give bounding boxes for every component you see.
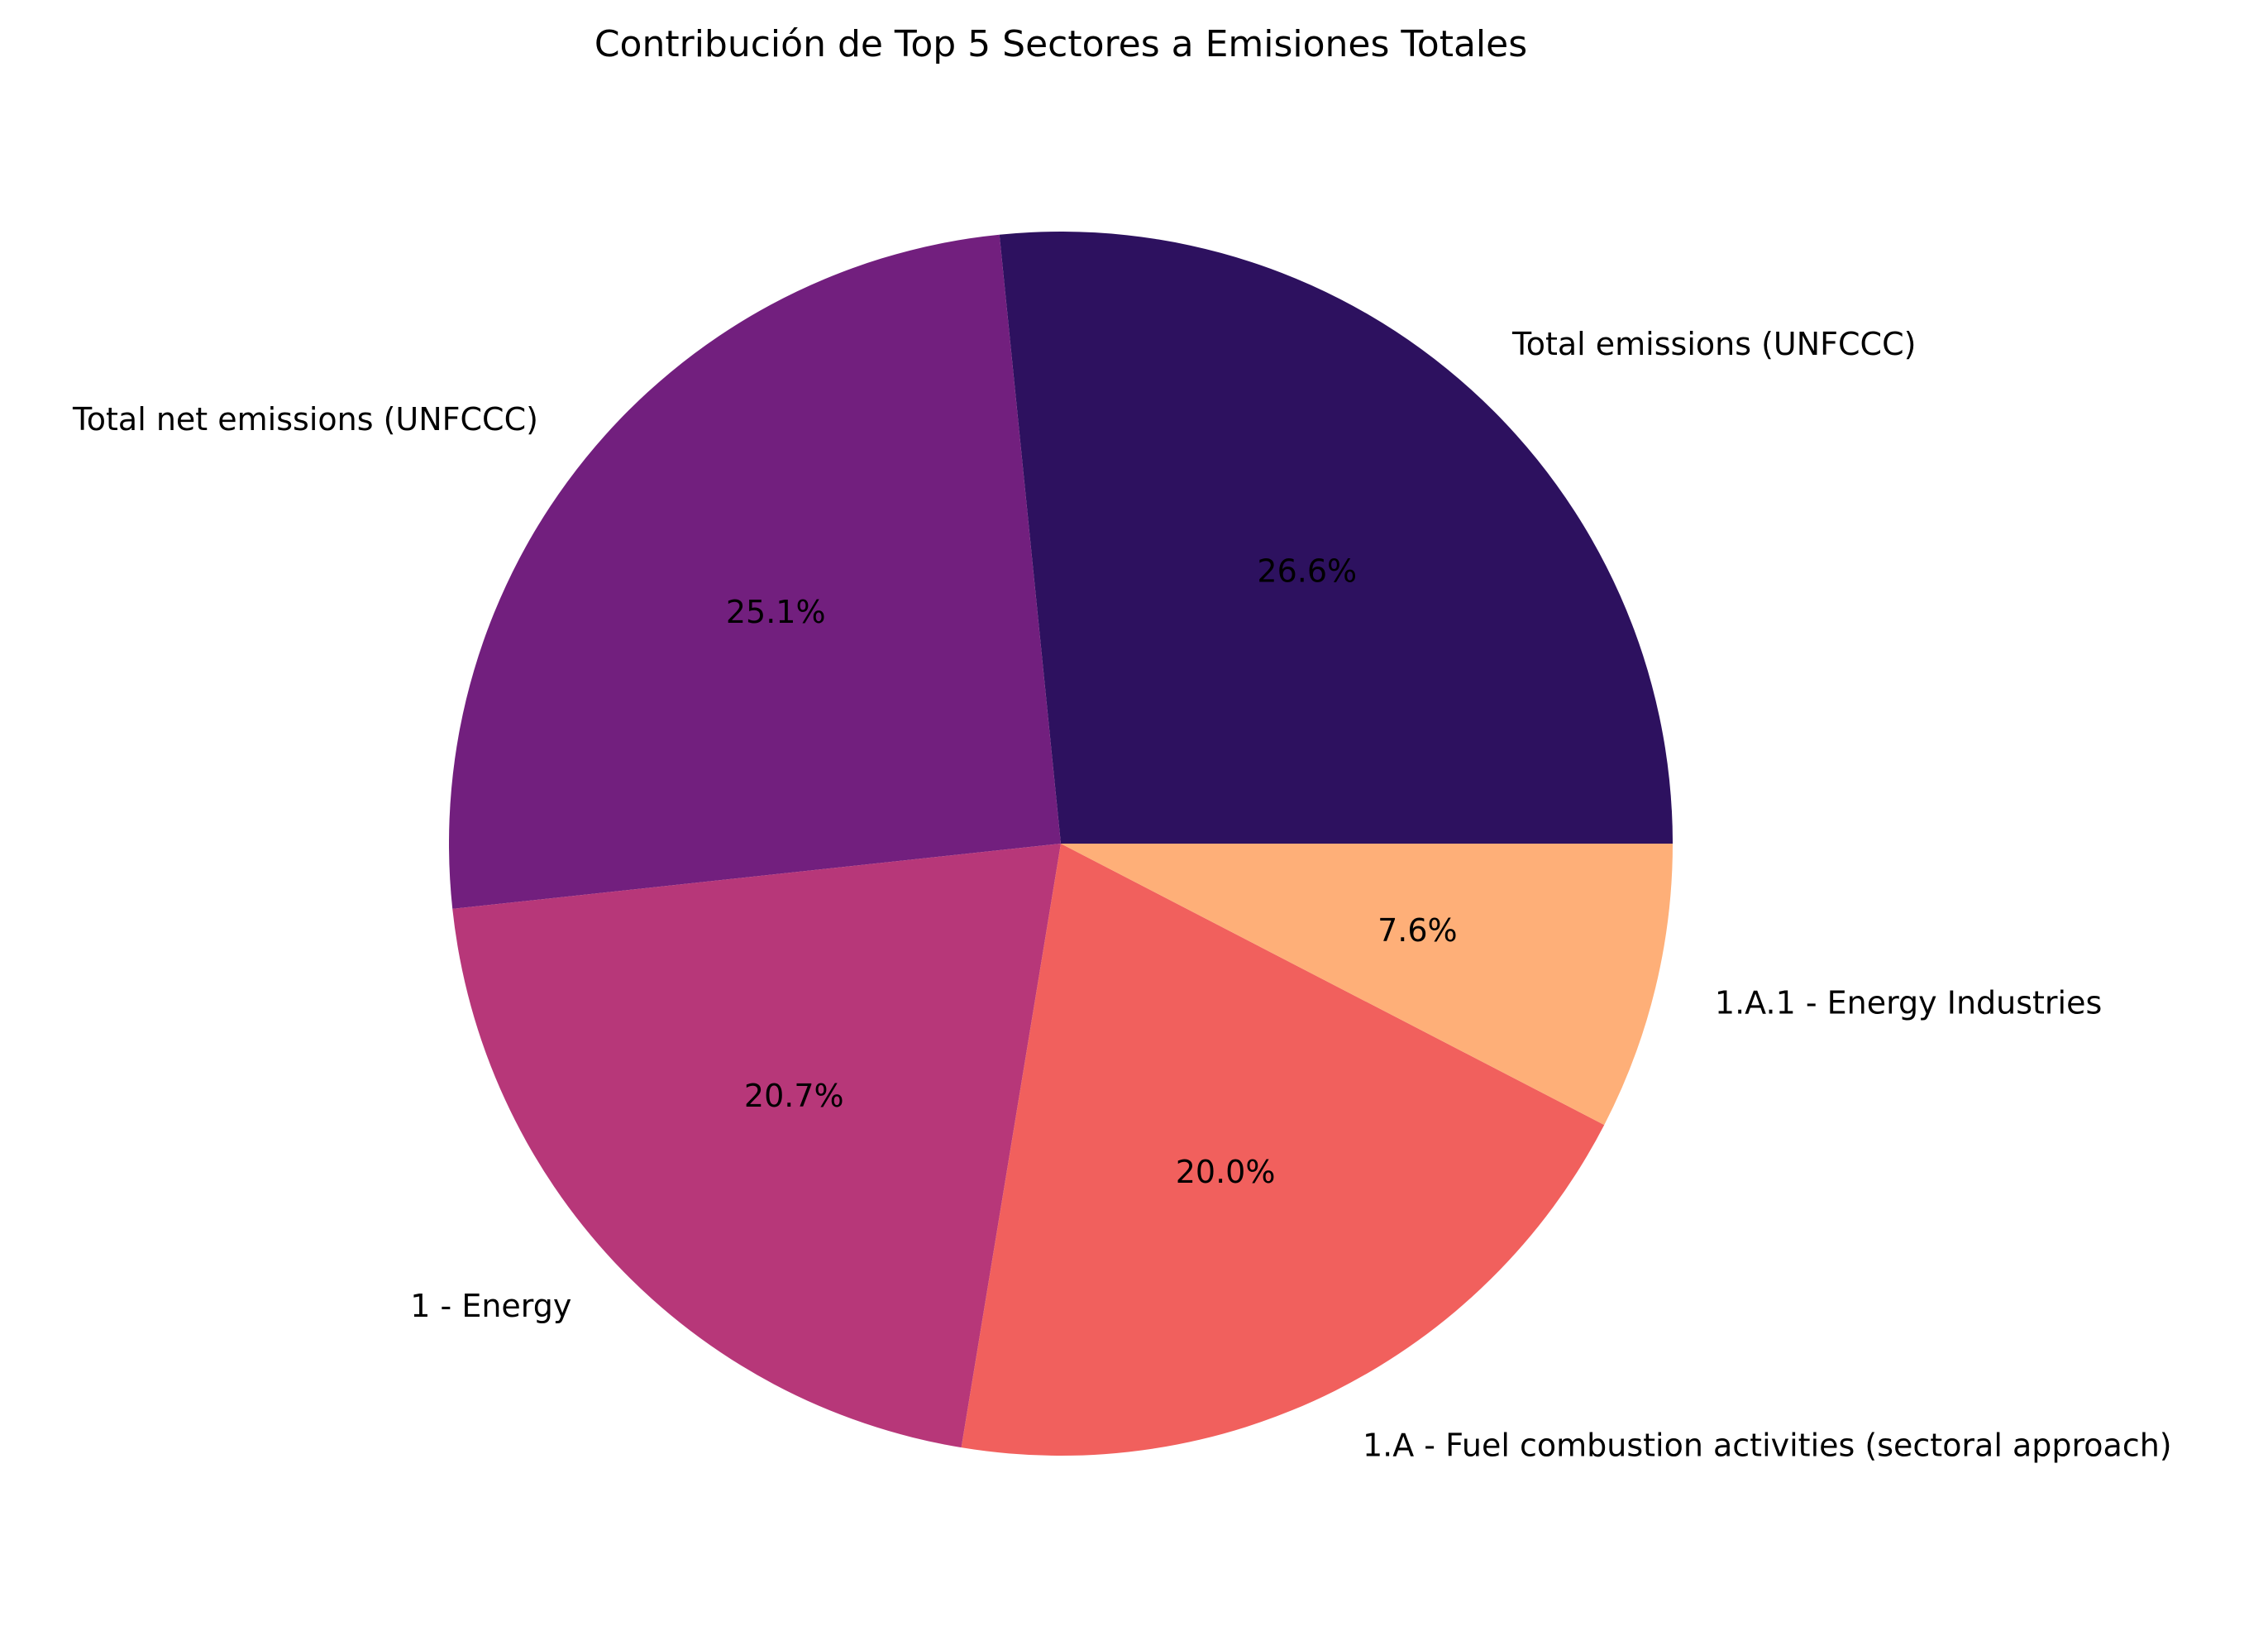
pie-slice-3 [961,844,1605,1456]
pie-slice-label: 1.A - Fuel combustion activities (sector… [1363,1428,2172,1464]
pie-percent-label: 25.1% [726,594,826,630]
chart-title: Contribución de Top 5 Sectores a Emision… [594,23,1527,65]
pie-slice-4 [1061,844,1673,1126]
pie-slice-labels: Total emissions (UNFCCC) Total net emissi… [72,326,2172,1463]
pie-slice-label: 1 - Energy [410,1288,571,1324]
pie-slices [449,231,1673,1456]
pie-percent-label: 20.7% [744,1078,844,1114]
pie-slice-2 [452,844,1061,1448]
pie-percent-label: 26.6% [1257,553,1357,590]
pie-percent-labels: 26.6% 25.1% 20.7% 20.0% 7.6% [726,553,1458,1190]
pie-slice-1 [449,234,1061,909]
pie-percent-label: 7.6% [1378,912,1458,949]
pie-slice-label: 1.A.1 - Energy Industries [1715,985,2102,1021]
pie-slice-label: Total net emissions (UNFCCC) [72,401,538,438]
pie-slice-label: Total emissions (UNFCCC) [1511,326,1916,362]
pie-percent-label: 20.0% [1176,1154,1276,1190]
pie-slice-0 [999,231,1673,844]
